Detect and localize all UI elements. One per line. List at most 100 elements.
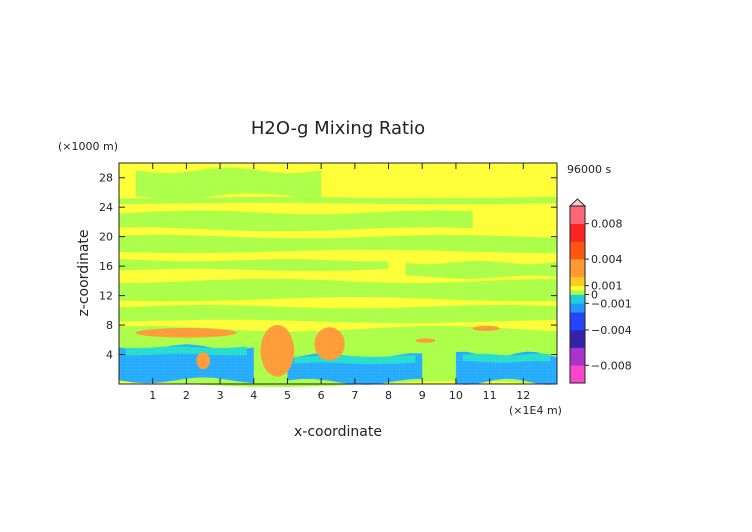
colorbar-band [570, 380, 585, 384]
colorbar-tick-label: −0.001 [591, 297, 632, 310]
x-tick-label: 8 [385, 389, 392, 402]
colorbar-band [570, 374, 585, 378]
colorbar-band [570, 315, 585, 319]
colorbar-band [570, 324, 585, 328]
colorbar-tick-label: −0.004 [591, 324, 632, 337]
y-tick-label: 12 [99, 290, 113, 303]
colorbar-band [570, 247, 585, 251]
time-label: 96000 s [567, 163, 611, 176]
x-tick-label: 3 [217, 389, 224, 402]
colorbar-band [570, 265, 585, 269]
colorbar-band [570, 223, 585, 227]
x-unit-label: (×1E4 m) [509, 404, 562, 417]
y-tick-label: 4 [106, 349, 113, 362]
colorbar-tick-label: 0.004 [591, 253, 623, 266]
colorbar-band [570, 238, 585, 242]
colorbar-band [570, 365, 585, 369]
colorbar-band [570, 278, 585, 281]
colorbar-band [570, 208, 585, 213]
x-tick-label: 2 [183, 389, 190, 402]
colorbar-band [570, 321, 585, 325]
colorbar-band [570, 256, 585, 260]
colorbar-extend-arrow [568, 198, 587, 207]
colorbar-band [570, 368, 585, 372]
colorbar-band [570, 214, 585, 219]
y-tick-label: 28 [99, 172, 113, 185]
x-tick-label: 7 [351, 389, 358, 402]
colorbar-band [570, 259, 585, 263]
colorbar-band [570, 293, 585, 295]
colorbar-band [570, 220, 585, 224]
colorbar-band [570, 306, 585, 309]
y-axis-label: z-coordinate [76, 229, 92, 316]
colorbar-band [570, 290, 585, 292]
colorbar-band [570, 371, 585, 375]
chart-title: H2O-g Mixing Ratio [251, 118, 425, 139]
colorbar-band [570, 286, 585, 288]
colorbar-band [570, 206, 585, 210]
x-tick-label: 10 [449, 389, 463, 402]
colorbar-band [570, 279, 585, 282]
colorbar-band [570, 304, 585, 307]
colorbar-band [570, 318, 585, 322]
colorbar-band [570, 284, 585, 286]
field-texture [119, 163, 557, 384]
colorbar-band [570, 253, 585, 257]
colorbar-band [570, 377, 585, 381]
colorbar-band [570, 356, 585, 360]
colorbar-band [570, 341, 585, 345]
colorbar-band [570, 217, 585, 222]
colorbar-band [570, 298, 585, 301]
x-tick-label: 5 [284, 389, 291, 402]
colorbar-band [570, 297, 585, 300]
colorbar-band [570, 287, 585, 289]
colorbar-band [570, 292, 585, 294]
colorbar-tick-label: 0 [591, 289, 598, 302]
colorbar-band [570, 262, 585, 266]
colorbar-band [570, 287, 585, 289]
colorbar-band [570, 250, 585, 254]
x-tick-label: 6 [318, 389, 325, 402]
colorbar-band [570, 289, 585, 291]
colorbar-tick-label: −0.008 [591, 359, 632, 372]
plot-frame [118, 162, 558, 385]
colorbar-band [570, 300, 585, 303]
colorbar-band [570, 307, 585, 310]
colorbar-band [570, 291, 585, 293]
y-tick-label: 8 [106, 319, 113, 332]
colorbar-band [570, 288, 585, 290]
y-unit-label: (×1000 m) [58, 140, 118, 153]
colorbar-band [570, 235, 585, 239]
colorbar-band [570, 359, 585, 363]
y-tick-label: 20 [99, 231, 113, 244]
x-tick-label: 12 [516, 389, 530, 402]
colorbar-band [570, 295, 585, 298]
colorbar-band [570, 270, 585, 275]
colorbar-band [570, 229, 585, 233]
y-tick-label: 24 [99, 201, 113, 214]
colorbar-band [570, 347, 585, 351]
x-tick-label: 1 [149, 389, 156, 402]
colorbar-band [570, 310, 585, 313]
colorbar-band [570, 276, 585, 279]
colorbar-band [570, 273, 585, 278]
x-tick-label: 11 [483, 389, 497, 402]
colorbar-band [570, 326, 585, 331]
colorbar-band [570, 281, 585, 283]
y-tick-label: 16 [99, 260, 113, 273]
colorbar-band [570, 241, 585, 245]
colorbar-tick-label: 0.001 [591, 280, 623, 293]
colorbar-band [570, 232, 585, 236]
colorbar-band [570, 335, 585, 340]
colorbar-tick-label: 0.008 [591, 218, 623, 231]
x-tick-label: 9 [419, 389, 426, 402]
colorbar-band [570, 309, 585, 312]
colorbar-band [570, 301, 585, 304]
colorbar-band [570, 211, 585, 216]
colorbar-band [570, 344, 585, 348]
colorbar-band [570, 267, 585, 272]
colorbar-band [570, 353, 585, 357]
